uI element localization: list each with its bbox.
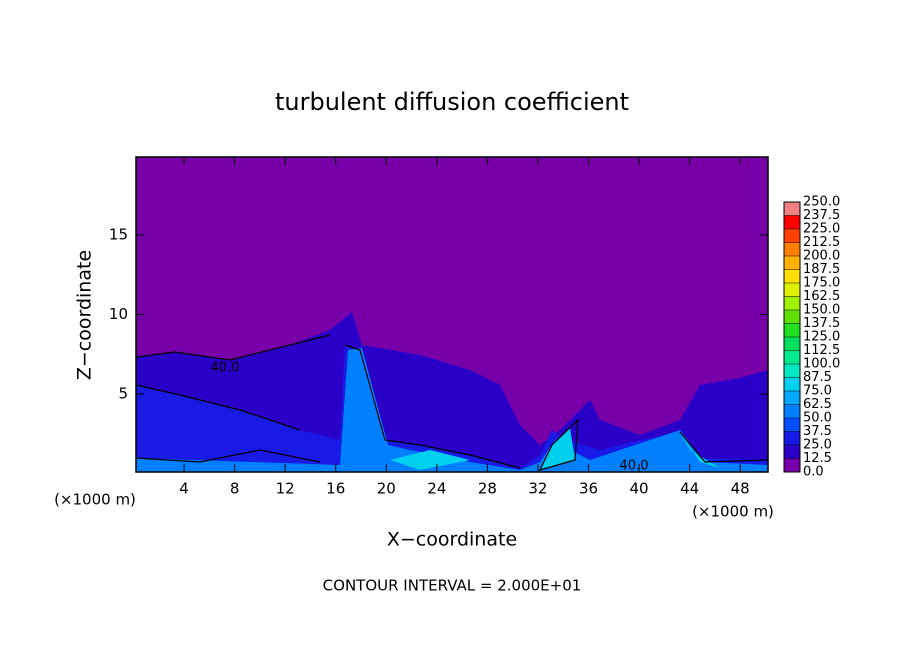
field: 40.0 40.0 [135, 157, 769, 474]
colorbar-label: 50.0 [803, 411, 832, 426]
colorbar-label: 37.5 [803, 424, 832, 439]
colorbar-swatch [784, 350, 800, 364]
contour-label: 40.0 [620, 459, 649, 474]
colorbar-label: 250.0 [803, 195, 840, 210]
contour-label: 40.0 [211, 361, 240, 376]
x-tick-label: 4 [179, 480, 189, 498]
colorbar-swatch [784, 404, 800, 418]
colorbar-swatch [784, 323, 800, 337]
colorbar-label: 112.5 [803, 343, 840, 358]
colorbar-swatch [784, 283, 800, 297]
colorbar-label: 62.5 [803, 397, 832, 412]
field-region [390, 428, 720, 470]
colorbar-swatch [784, 242, 800, 256]
colorbar-label: 100.0 [803, 357, 840, 372]
x-tick-label: 24 [427, 480, 446, 498]
colorbar-label: 175.0 [803, 276, 840, 291]
colorbar-swatch [784, 458, 800, 472]
colorbar-swatch [784, 256, 800, 270]
colorbar-label: 187.5 [803, 262, 840, 277]
x-tick-label: 48 [731, 480, 750, 498]
colorbar-label: 150.0 [803, 303, 840, 318]
x-tick-label: 8 [230, 480, 240, 498]
x-tick-label: 36 [579, 480, 598, 498]
x-unit-label: (×1000 m) [692, 503, 774, 521]
colorbar-swatch [784, 337, 800, 351]
x-tick-label: 12 [276, 480, 295, 498]
colorbar-swatch [784, 269, 800, 283]
colorbar-swatch [784, 445, 800, 459]
colorbar-label: 87.5 [803, 370, 832, 385]
x-tick-label: 40 [630, 480, 649, 498]
colorbar-swatch [784, 364, 800, 378]
x-unit-label: (×1000 m) [54, 491, 136, 509]
x-tick-label: 20 [377, 480, 396, 498]
chart-title: turbulent diffusion coefficient [275, 88, 629, 116]
contour-lines [135, 334, 769, 471]
colorbar-swatch [784, 377, 800, 391]
colorbar-label: 75.0 [803, 384, 832, 399]
colorbar-swatch [784, 296, 800, 310]
y-tick-label: 15 [109, 225, 128, 243]
colorbar-label: 0.0 [803, 465, 824, 480]
x-tick-label: 32 [528, 480, 547, 498]
x-tick-label: 16 [326, 480, 345, 498]
colorbar-swatch [784, 229, 800, 243]
colorbar-label: 137.5 [803, 316, 840, 331]
colorbar-label: 125.0 [803, 330, 840, 345]
colorbar-swatch [784, 418, 800, 432]
colorbar-swatch [784, 215, 800, 229]
colorbar-swatch [784, 391, 800, 405]
colorbar-swatch [784, 202, 800, 216]
colorbar-label: 162.5 [803, 289, 840, 304]
colorbar-label: 25.0 [803, 438, 832, 453]
colorbar-swatch [784, 431, 800, 445]
y-tick-label: 5 [118, 385, 128, 403]
colorbar-label: 225.0 [803, 222, 840, 237]
x-axis-label: X−coordinate [387, 529, 517, 551]
colorbar-label: 237.5 [803, 208, 840, 223]
footnote: CONTOUR INTERVAL = 2.000E+01 [323, 577, 582, 595]
x-tick-label: 44 [680, 480, 699, 498]
field-region [136, 345, 768, 472]
colorbar-label: 200.0 [803, 249, 840, 264]
colorbar-label: 12.5 [803, 451, 832, 466]
y-axis-label: Z−coordinate [74, 250, 96, 380]
colorbar-label: 212.5 [803, 235, 840, 250]
colorbar-swatch [784, 310, 800, 324]
x-tick-label: 28 [478, 480, 497, 498]
y-tick-label: 10 [109, 305, 128, 323]
